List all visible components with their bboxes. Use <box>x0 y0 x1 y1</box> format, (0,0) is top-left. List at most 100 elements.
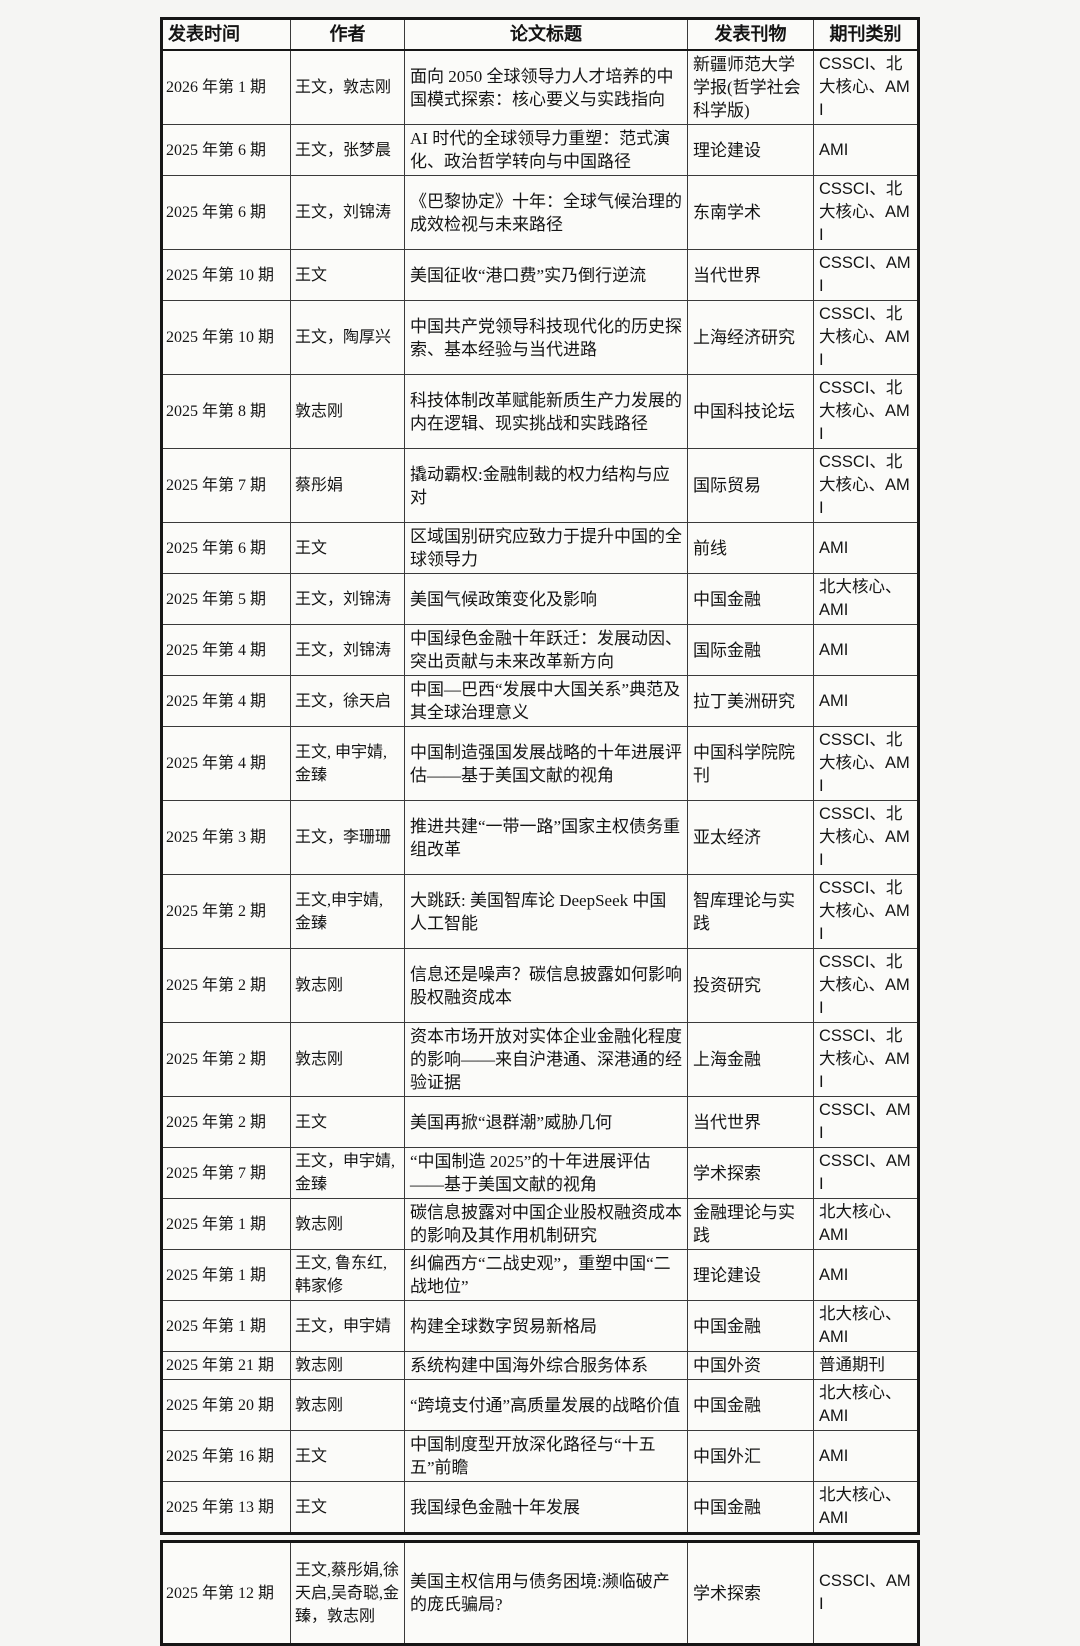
cell-journal-category: AMI <box>813 124 919 176</box>
cell-publish-time: 2025 年第 1 期 <box>161 1198 291 1250</box>
cell-authors: 敦志刚 <box>290 374 405 449</box>
cell-journal-category: 北大核心、AMI <box>813 1198 919 1250</box>
table-row: 2025 年第 20 期 敦志刚 “跨境支付通”高质量发展的战略价值 中国金融 … <box>161 1379 919 1431</box>
cell-authors: 王文，张梦晨 <box>290 124 405 176</box>
cell-journal: 学术探索 <box>687 1541 814 1645</box>
cell-publish-time: 2025 年第 10 期 <box>161 300 291 375</box>
cell-publish-time: 2026 年第 1 期 <box>161 49 291 125</box>
cell-paper-title: 《巴黎协定》十年：全球气候治理的成效检视与未来路径 <box>404 175 688 250</box>
cell-paper-title: 构建全球数字贸易新格局 <box>404 1300 688 1352</box>
cell-publish-time: 2025 年第 7 期 <box>161 1147 291 1199</box>
cell-publish-time: 2025 年第 4 期 <box>161 675 291 727</box>
cell-publish-time: 2025 年第 6 期 <box>161 175 291 250</box>
cell-journal: 拉丁美洲研究 <box>687 675 814 727</box>
cell-authors: 王文,蔡彤娟,徐天启,吴奇聪,金臻，敦志刚 <box>290 1541 405 1645</box>
cell-paper-title: AI 时代的全球领导力重塑：范式演化、政治哲学转向与中国路径 <box>404 124 688 176</box>
papers-table: 发表时间 作者 论文标题 发表刊物 期刊类别 2026 年第 1 期 王文，敦志… <box>160 17 920 1535</box>
cell-journal: 东南学术 <box>687 175 814 250</box>
cell-authors: 王文，申宇婧 <box>290 1300 405 1352</box>
cell-paper-title: 中国共产党领导科技现代化的历史探索、基本经验与当代进路 <box>404 300 688 375</box>
cell-journal: 学术探索 <box>687 1147 814 1199</box>
cell-publish-time: 2025 年第 12 期 <box>161 1541 291 1645</box>
papers-table-detached: 2025 年第 12 期 王文,蔡彤娟,徐天启,吴奇聪,金臻，敦志刚 美国主权信… <box>160 1540 920 1646</box>
cell-publish-time: 2025 年第 16 期 <box>161 1430 291 1482</box>
cell-journal-category: CSSCI、北大核心、AMI <box>813 300 919 375</box>
cell-journal: 中国科学院院刊 <box>687 726 814 801</box>
cell-journal-category: CSSCI、北大核心、AMI <box>813 874 919 949</box>
cell-authors: 王文，陶厚兴 <box>290 300 405 375</box>
cell-authors: 王文, 鲁东红, 韩家修 <box>290 1249 405 1301</box>
table-row: 2025 年第 2 期 王文,申宇婧, 金臻 大跳跃: 美国智库论 DeepSe… <box>161 874 919 949</box>
cell-journal: 中国外资 <box>687 1351 814 1380</box>
table-row: 2025 年第 4 期 王文, 申宇婧, 金臻 中国制造强国发展战略的十年进展评… <box>161 726 919 801</box>
cell-journal: 中国外汇 <box>687 1430 814 1482</box>
cell-authors: 王文，申宇婧, 金臻 <box>290 1147 405 1199</box>
cell-journal-category: CSSCI、北大核心、AMI <box>813 49 919 125</box>
cell-publish-time: 2025 年第 7 期 <box>161 448 291 523</box>
header-journal-category: 期刊类别 <box>813 18 919 51</box>
cell-journal-category: AMI <box>813 624 919 676</box>
cell-paper-title: 系统构建中国海外综合服务体系 <box>404 1351 688 1380</box>
cell-paper-title: 碳信息披露对中国企业股权融资成本的影响及其作用机制研究 <box>404 1198 688 1250</box>
cell-journal: 中国科技论坛 <box>687 374 814 449</box>
table-row: 2025 年第 5 期 王文，刘锦涛 美国气候政策变化及影响 中国金融 北大核心… <box>161 573 919 625</box>
cell-journal: 中国金融 <box>687 1300 814 1352</box>
cell-journal: 中国金融 <box>687 573 814 625</box>
cell-publish-time: 2025 年第 1 期 <box>161 1249 291 1301</box>
cell-publish-time: 2025 年第 2 期 <box>161 1096 291 1148</box>
cell-journal: 上海经济研究 <box>687 300 814 375</box>
cell-journal-category: CSSCI、北大核心、AMI <box>813 800 919 875</box>
cell-publish-time: 2025 年第 6 期 <box>161 522 291 574</box>
table-row: 2025 年第 1 期 王文, 鲁东红, 韩家修 纠偏西方“二战史观”，重塑中国… <box>161 1249 919 1301</box>
cell-paper-title: 美国征收“港口费”实乃倒行逆流 <box>404 249 688 301</box>
cell-publish-time: 2025 年第 21 期 <box>161 1351 291 1380</box>
cell-journal-category: CSSCI、AMI <box>813 1096 919 1148</box>
cell-paper-title: 我国绿色金融十年发展 <box>404 1481 688 1534</box>
cell-journal-category: 北大核心、AMI <box>813 1300 919 1352</box>
cell-journal-category: CSSCI、AMI <box>813 1147 919 1199</box>
cell-authors: 王文 <box>290 249 405 301</box>
cell-authors: 王文 <box>290 522 405 574</box>
table-row: 2026 年第 1 期 王文，敦志刚 面向 2050 全球领导力人才培养的中国模… <box>161 49 919 125</box>
table-row: 2025 年第 1 期 敦志刚 碳信息披露对中国企业股权融资成本的影响及其作用机… <box>161 1198 919 1250</box>
cell-paper-title: 中国—巴西“发展中大国关系”典范及其全球治理意义 <box>404 675 688 727</box>
cell-journal: 中国金融 <box>687 1481 814 1534</box>
table-row: 2025 年第 4 期 王文，刘锦涛 中国绿色金融十年跃迁：发展动因、突出贡献与… <box>161 624 919 676</box>
cell-publish-time: 2025 年第 13 期 <box>161 1481 291 1534</box>
cell-journal: 金融理论与实践 <box>687 1198 814 1250</box>
table-row: 2025 年第 7 期 蔡彤娟 撬动霸权:金融制裁的权力结构与应对 国际贸易 C… <box>161 448 919 523</box>
cell-authors: 王文，刘锦涛 <box>290 175 405 250</box>
cell-authors: 敦志刚 <box>290 1379 405 1431</box>
cell-publish-time: 2025 年第 3 期 <box>161 800 291 875</box>
cell-paper-title: 中国绿色金融十年跃迁：发展动因、突出贡献与未来改革新方向 <box>404 624 688 676</box>
cell-journal: 国际贸易 <box>687 448 814 523</box>
cell-paper-title: 科技体制改革赋能新质生产力发展的内在逻辑、现实挑战和实践路径 <box>404 374 688 449</box>
cell-paper-title: 区域国别研究应致力于提升中国的全球领导力 <box>404 522 688 574</box>
table-row: 2025 年第 6 期 王文，刘锦涛 《巴黎协定》十年：全球气候治理的成效检视与… <box>161 175 919 250</box>
table-row: 2025 年第 2 期 敦志刚 资本市场开放对实体企业金融化程度的影响——来自沪… <box>161 1022 919 1097</box>
cell-authors: 王文，刘锦涛 <box>290 624 405 676</box>
table-row: 2025 年第 1 期 王文，申宇婧 构建全球数字贸易新格局 中国金融 北大核心… <box>161 1300 919 1352</box>
table-row: 2025 年第 10 期 王文 美国征收“港口费”实乃倒行逆流 当代世界 CSS… <box>161 249 919 301</box>
cell-authors: 王文 <box>290 1430 405 1482</box>
cell-authors: 王文，刘锦涛 <box>290 573 405 625</box>
cell-publish-time: 2025 年第 2 期 <box>161 948 291 1023</box>
header-paper-title: 论文标题 <box>404 18 688 51</box>
cell-journal: 亚太经济 <box>687 800 814 875</box>
cell-publish-time: 2025 年第 5 期 <box>161 573 291 625</box>
cell-publish-time: 2025 年第 8 期 <box>161 374 291 449</box>
cell-journal: 智库理论与实践 <box>687 874 814 949</box>
cell-paper-title: 纠偏西方“二战史观”，重塑中国“二战地位” <box>404 1249 688 1301</box>
cell-authors: 敦志刚 <box>290 948 405 1023</box>
table-row: 2025 年第 2 期 王文 美国再掀“退群潮”威胁几何 当代世界 CSSCI、… <box>161 1096 919 1148</box>
table-row: 2025 年第 2 期 敦志刚 信息还是噪声？碳信息披露如何影响股权融资成本 投… <box>161 948 919 1023</box>
cell-publish-time: 2025 年第 6 期 <box>161 124 291 176</box>
cell-authors: 王文 <box>290 1096 405 1148</box>
header-authors: 作者 <box>290 18 405 51</box>
table-row: 2025 年第 6 期 王文 区域国别研究应致力于提升中国的全球领导力 前线 A… <box>161 522 919 574</box>
cell-journal: 投资研究 <box>687 948 814 1023</box>
cell-journal: 新疆师范大学学报(哲学社会科学版) <box>687 49 814 125</box>
cell-paper-title: “跨境支付通”高质量发展的战略价值 <box>404 1379 688 1431</box>
cell-journal-category: CSSCI、AMI <box>813 249 919 301</box>
